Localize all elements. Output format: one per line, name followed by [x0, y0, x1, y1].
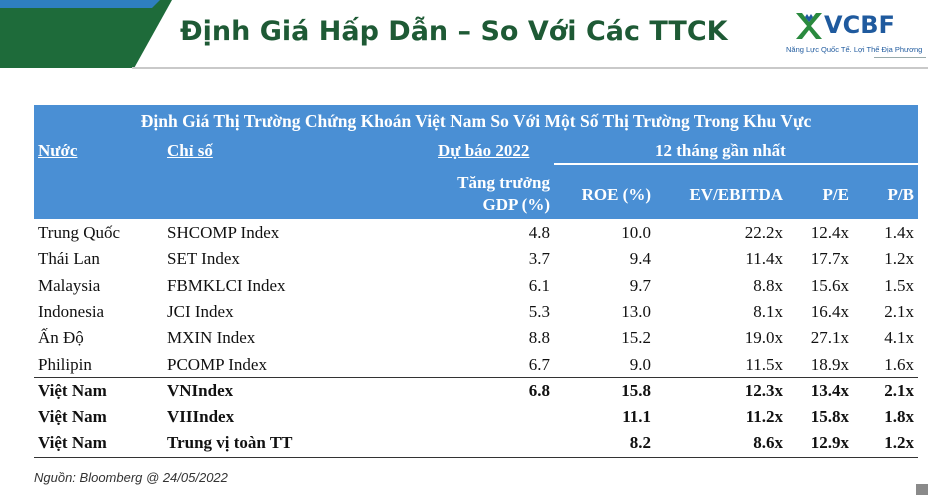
cell-pb: 2.1x [884, 301, 914, 321]
header-ev-ebitda: EV/EBITDA [689, 185, 783, 204]
slide-header: Định Giá Hấp Dẫn – So Với Các TTCK VCBF … [0, 0, 928, 70]
cell-pe: 12.9x [810, 433, 849, 453]
table-row: Trung Quốc SHCOMP Index 4.8 10.0 22.2x 12.4x 1… [34, 220, 918, 246]
cell-index: VIIIndex [167, 407, 235, 427]
header-gdp-line1: Tăng trưởng [457, 173, 550, 192]
header-gdp-line2: GDP (%) [482, 195, 550, 214]
cell-index: SET Index [167, 249, 240, 269]
cell-index: PCOMP Index [167, 354, 267, 374]
cell-pe: 17.7x [810, 249, 849, 269]
cell-pb: 1.4x [884, 223, 914, 242]
table-row: Indonesia JCI Index 5.3 13.0 8.1x 16.4x 2.1x [34, 299, 918, 325]
cell-roe: 13.0 [621, 301, 651, 321]
logo-tagline: Năng Lực Quốc Tế. Lợi Thế Địa Phương [786, 45, 923, 54]
cell-roe: 15.2 [621, 328, 651, 348]
cell-index: JCI Index [167, 301, 234, 321]
cell-pe: 15.8x [810, 407, 849, 427]
header-green-banner [0, 0, 172, 68]
cell-index: MXIN Index [167, 328, 256, 348]
cell-ev-ebitda: 12.3x [744, 380, 783, 400]
table-bottom-border [34, 456, 918, 458]
table-row: Thái Lan SET Index 3.7 9.4 11.4x 17.7x 1.2x [34, 246, 918, 272]
cell-gdp-growth: 4.8 [528, 223, 550, 242]
table-row: Malaysia FBMKLCI Index 6.1 9.7 8.8x 15.6x 1.5x [34, 273, 918, 299]
table-header: Định Giá Thị Trường Chứng Khoán Việt Nam… [34, 105, 918, 219]
header-divider [132, 67, 928, 69]
cell-pe: 15.6x [810, 275, 849, 295]
header-pe: P/E [822, 185, 849, 204]
cell-gdp-growth: 8.8 [528, 328, 550, 348]
cell-pe: 12.4x [810, 223, 849, 242]
cell-roe: 15.8 [621, 380, 651, 400]
slide-title: Định Giá Hấp Dẫn – So Với Các TTCK [180, 16, 728, 47]
logo-rule [874, 57, 926, 58]
cell-roe: 11.1 [622, 407, 651, 427]
header-blue-accent [0, 0, 160, 8]
table-row: Philipin PCOMP Index 6.7 9.0 11.5x 18.9x 1.6x [34, 352, 918, 378]
header-forecast-group: Dự báo 2022 [438, 141, 530, 160]
cell-country: Indonesia [38, 301, 105, 321]
cell-country: Thái Lan [38, 249, 100, 269]
cell-pb: 1.8x [884, 407, 914, 427]
cell-pe: 18.9x [810, 354, 849, 374]
cell-index: FBMKLCI Index [167, 275, 286, 295]
cell-country: Philipin [38, 354, 92, 374]
cell-ev-ebitda: 11.5x [745, 354, 783, 374]
cell-gdp-growth: 3.7 [528, 249, 550, 269]
vietnam-separator [34, 376, 918, 378]
corner-marker [916, 484, 928, 495]
cell-index: Trung vị toàn TT [167, 433, 293, 453]
cell-ev-ebitda: 8.6x [753, 433, 783, 453]
cell-roe: 10.0 [621, 223, 651, 242]
logo-wordmark: VCBF [824, 11, 895, 39]
table-row: Ấn Độ MXIN Index 8.8 15.2 19.0x 27.1x 4.1x [34, 325, 918, 351]
cell-index: VNIndex [167, 380, 234, 400]
cell-pe: 16.4x [810, 301, 849, 321]
cell-country: Malaysia [38, 275, 101, 295]
cell-country: Ấn Độ [38, 328, 84, 348]
cell-country: Trung Quốc [38, 223, 121, 242]
vcbf-logo: VCBF Năng Lực Quốc Tế. Lợi Thế Địa Phươn… [786, 5, 928, 61]
header-trailing-group: 12 tháng gần nhất [655, 141, 786, 160]
table-row: Việt Nam VNIndex 6.8 15.8 12.3x 13.4x 2.1x [34, 378, 918, 404]
trailing-group-underline [554, 163, 918, 165]
cell-index: SHCOMP Index [167, 223, 280, 242]
cell-country: Việt Nam [38, 407, 107, 427]
cell-pe: 13.4x [810, 380, 849, 400]
cell-pb: 1.2x [884, 433, 914, 453]
cell-pb: 2.1x [884, 380, 914, 400]
cell-pb: 1.6x [884, 354, 914, 374]
cell-ev-ebitda: 19.0x [744, 328, 783, 348]
cell-roe: 9.4 [629, 249, 651, 269]
cell-roe: 9.0 [629, 354, 651, 374]
cell-ev-ebitda: 11.4x [745, 249, 783, 269]
cell-pb: 1.5x [884, 275, 914, 295]
cell-country: Việt Nam [38, 380, 107, 400]
table-title: Định Giá Thị Trường Chứng Khoán Việt Nam… [140, 111, 812, 131]
table-row: Việt Nam Trung vị toàn TT 8.2 8.6x 12.9x 1.2x [34, 430, 918, 456]
cell-country: Việt Nam [38, 433, 107, 453]
source-note: Nguồn: Bloomberg @ 24/05/2022 [34, 470, 228, 485]
header-index: Chỉ số [167, 141, 213, 160]
cell-gdp-growth: 5.3 [528, 301, 550, 321]
cell-gdp-growth: 6.1 [528, 275, 550, 295]
header-pb: P/B [887, 185, 914, 204]
cell-roe: 8.2 [629, 433, 651, 453]
cell-ev-ebitda: 11.2x [745, 407, 783, 427]
cell-gdp-growth: 6.8 [528, 380, 550, 400]
cell-pb: 1.2x [884, 249, 914, 269]
header-country: Nước [38, 141, 78, 160]
table-row: Việt Nam VIIIndex 11.1 11.2x 15.8x 1.8x [34, 404, 918, 430]
cell-pb: 4.1x [884, 328, 914, 348]
cell-ev-ebitda: 8.8x [753, 275, 783, 295]
vcbf-logo-mark-icon [796, 13, 822, 39]
cell-ev-ebitda: 8.1x [753, 301, 783, 321]
cell-ev-ebitda: 22.2x [744, 223, 783, 242]
header-roe: ROE (%) [581, 185, 651, 204]
cell-roe: 9.7 [629, 275, 651, 295]
cell-gdp-growth: 6.7 [528, 354, 550, 374]
cell-pe: 27.1x [810, 328, 849, 348]
